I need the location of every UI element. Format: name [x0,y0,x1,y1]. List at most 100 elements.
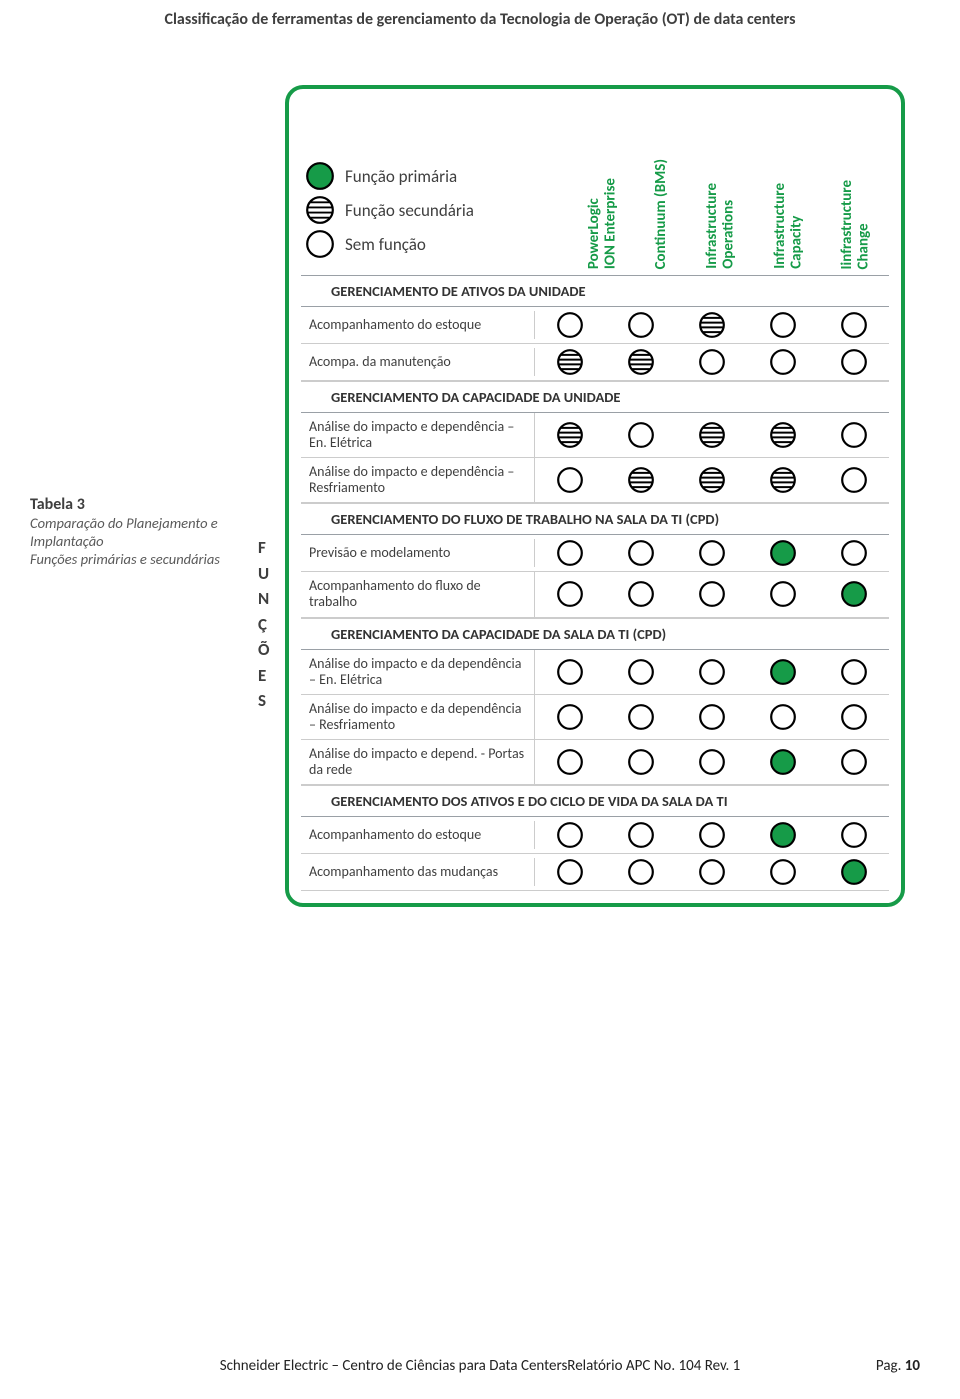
row-label: Previsão e modelamento [301,539,535,567]
cell-symbol [677,539,748,567]
section-header: GERENCIAMENTO DA CAPACIDADE DA UNIDADE [301,381,889,413]
footer-page-label: Pag. [876,1357,901,1375]
cell-symbol [677,858,748,886]
cell-symbol [818,658,889,686]
row-label: Análise do impacto e dependência – Resfr… [301,458,535,502]
table-desc: Comparação do Planejamento e Implantação… [30,514,250,568]
cell-symbol [677,466,748,494]
row-label: Análise do impacto e da dependência – En… [301,650,535,694]
row-label: Análise do impacto e dependência – En. E… [301,413,535,457]
cell-symbol [747,466,818,494]
cell-symbol [535,821,606,849]
cell-symbol [677,580,748,608]
cell-symbol [535,466,606,494]
secondary-icon [305,195,335,225]
cell-symbol [677,348,748,376]
legend-secondary-label: Função secundária [345,200,474,221]
legend: Função primária Função secundária Sem fu… [301,151,561,269]
cell-symbol [606,348,677,376]
column-header: Infrastructure Capacity [772,181,805,269]
cell-symbol [677,421,748,449]
table-row: Análise do impacto e da dependência – En… [301,650,889,695]
table-row: Previsão e modelamento [301,535,889,572]
cell-symbol [677,658,748,686]
legend-none-label: Sem função [345,234,426,255]
cell-symbol [818,348,889,376]
row-label: Acompanhamento do estoque [301,821,535,849]
section-header: GERENCIAMENTO DO FLUXO DE TRABALHO NA SA… [301,503,889,535]
page-footer: Schneider Electric – Centro de Ciências … [0,1357,960,1375]
cell-symbol [747,348,818,376]
cell-symbol [606,311,677,339]
column-header: Continuum (BMS) [653,157,670,269]
legend-primary-label: Função primária [345,166,457,187]
cell-symbol [747,748,818,776]
cell-symbol [818,580,889,608]
cell-symbol [606,421,677,449]
footer-page-number: 10 [905,1357,920,1375]
row-label: Acompanhamento do estoque [301,311,535,339]
cell-symbol [535,858,606,886]
section-header: GERENCIAMENTO DE ATIVOS DA UNIDADE [301,275,889,307]
cell-symbol [535,658,606,686]
cell-symbol [606,821,677,849]
cell-symbol [818,539,889,567]
table-body: GERENCIAMENTO DE ATIVOS DA UNIDADE Acompa… [301,275,889,891]
column-header: PowerLogic ION Enterprise [586,176,619,269]
cell-symbol [747,311,818,339]
cell-symbol [535,348,606,376]
cell-symbol [747,821,818,849]
none-icon [305,229,335,259]
row-label: Análise do impacto e depend. - Portas da… [301,740,535,784]
table-caption: Tabela 3 Comparação do Planejamento e Im… [30,495,250,568]
cell-symbol [818,466,889,494]
row-label: Acompanhamento das mudanças [301,858,535,886]
cell-symbol [535,311,606,339]
section-header: GERENCIAMENTO DA CAPACIDADE DA SALA DA T… [301,618,889,650]
cell-symbol [747,539,818,567]
cell-symbol [535,421,606,449]
cell-symbol [747,421,818,449]
table-row: Acompanhamento das mudanças [301,854,889,891]
diagram-container: Função primária Função secundária Sem fu… [285,85,905,907]
column-header: Infrastructure Operations [704,181,737,269]
cell-symbol [535,748,606,776]
cell-symbol [535,703,606,731]
table-row: Análise do impacto e dependência – Resfr… [301,458,889,503]
cell-symbol [818,858,889,886]
table-row: Acompa. da manutenção [301,344,889,381]
cell-symbol [677,311,748,339]
table-row: Análise do impacto e depend. - Portas da… [301,740,889,785]
footer-text: Schneider Electric – Centro de Ciências … [220,1357,741,1375]
table-label: Tabela 3 [30,495,250,514]
cell-symbol [677,703,748,731]
page-title: Classificação de ferramentas de gerencia… [0,0,960,69]
cell-symbol [677,748,748,776]
cell-symbol [818,748,889,776]
row-label: Análise do impacto e da dependência – Re… [301,695,535,739]
cell-symbol [606,658,677,686]
cell-symbol [606,748,677,776]
cell-symbol [818,821,889,849]
cell-symbol [535,580,606,608]
cell-symbol [747,580,818,608]
funcoes-side-label: F U N Ç Õ E S [258,535,271,714]
table-row: Análise do impacto e dependência – En. E… [301,413,889,458]
cell-symbol [818,421,889,449]
table-row: Acompanhamento do estoque [301,817,889,854]
cell-symbol [747,703,818,731]
row-label: Acompa. da manutenção [301,348,535,376]
cell-symbol [818,311,889,339]
column-header: Iinfrastructure Change [839,178,872,269]
cell-symbol [606,580,677,608]
cell-symbol [606,858,677,886]
cell-symbol [606,703,677,731]
cell-symbol [606,466,677,494]
cell-symbol [818,703,889,731]
cell-symbol [747,658,818,686]
section-header: GERENCIAMENTO DOS ATIVOS E DO CICLO DE V… [301,785,889,817]
primary-icon [305,161,335,191]
table-row: Acompanhamento do estoque [301,307,889,344]
table-row: Análise do impacto e da dependência – Re… [301,695,889,740]
cell-symbol [606,539,677,567]
